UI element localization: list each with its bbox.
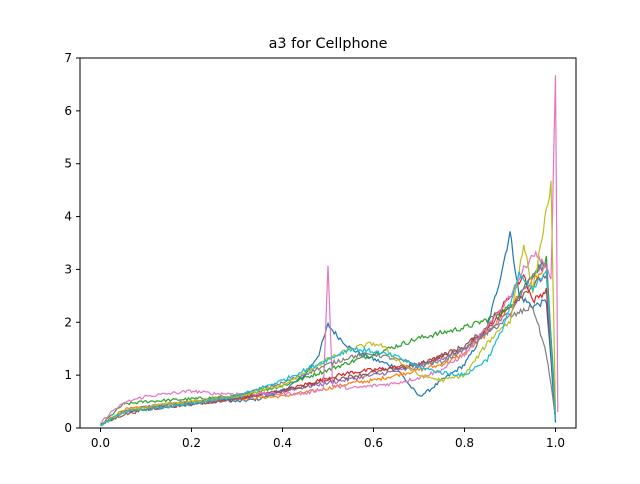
series-line-4 <box>100 273 557 425</box>
series-line-2 <box>100 265 557 425</box>
x-tick-label: 1.0 <box>546 436 565 450</box>
y-tick-label: 4 <box>64 210 72 224</box>
x-tick-label: 0.8 <box>455 436 474 450</box>
plot-frame <box>79 57 577 429</box>
y-tick-label: 0 <box>64 421 72 435</box>
series-line-7 <box>100 75 559 423</box>
series-line-10 <box>100 269 557 427</box>
y-tick-label: 7 <box>64 51 72 65</box>
y-tick-label: 2 <box>64 315 72 329</box>
series-line-9 <box>100 180 557 426</box>
y-axis-ticks: 0 1 2 3 4 5 6 7 <box>64 51 80 435</box>
x-tick-label: 0.0 <box>91 436 110 450</box>
x-tick-label: 0.2 <box>182 436 201 450</box>
series-layer <box>100 75 559 427</box>
series-line-3 <box>100 255 557 426</box>
x-axis-ticks: 0.0 0.2 0.4 0.6 0.8 1.0 <box>91 428 565 450</box>
y-tick-label: 1 <box>64 368 72 382</box>
y-tick-label: 3 <box>64 262 72 276</box>
y-tick-label: 6 <box>64 104 72 118</box>
series-line-5 <box>100 262 557 427</box>
y-tick-label: 5 <box>64 157 72 171</box>
x-tick-label: 0.6 <box>364 436 383 450</box>
x-tick-label: 0.4 <box>273 436 292 450</box>
chart-title: a3 for Cellphone <box>269 36 388 52</box>
